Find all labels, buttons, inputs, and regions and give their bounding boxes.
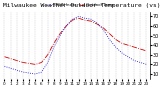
Legend: THSW Index, Outdoor Temp: THSW Index, Outdoor Temp xyxy=(45,1,115,8)
Text: Milwaukee Weather Outdoor Temperature (vs) THSW Index per Hour (Last 24 Hours): Milwaukee Weather Outdoor Temperature (v… xyxy=(3,3,160,8)
